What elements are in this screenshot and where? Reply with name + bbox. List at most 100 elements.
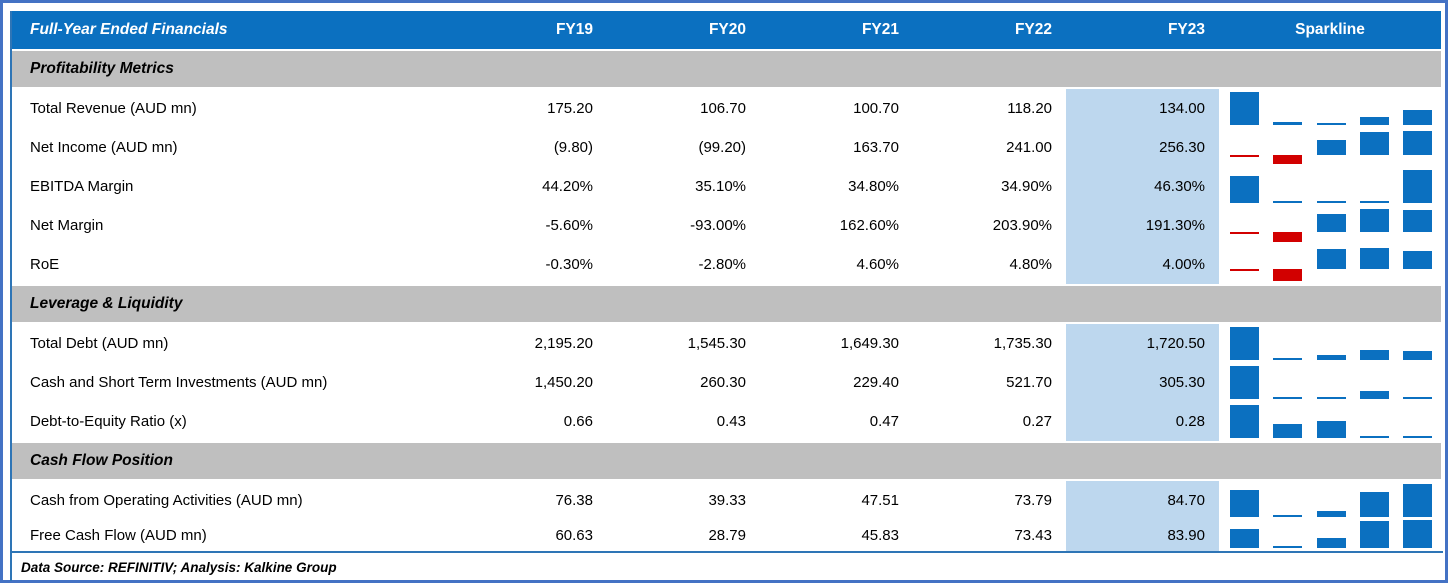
sparkline-bar-positive bbox=[1403, 251, 1432, 269]
value-cell-fy21: 45.83 bbox=[861, 527, 899, 544]
value-cell-fy22: 4.80% bbox=[1009, 256, 1052, 273]
value-cell-fy19: -0.30% bbox=[545, 256, 593, 273]
sparkline-bar-positive bbox=[1359, 132, 1389, 155]
table-row: Free Cash Flow (AUD mn) 60.63 28.79 45.83 73… bbox=[12, 520, 1441, 551]
row-label: Total Revenue (AUD mn) bbox=[30, 100, 197, 117]
sparkline-bar-positive bbox=[1359, 117, 1389, 125]
financials-table: Full-Year Ended Financials FY19 FY20 FY2… bbox=[10, 11, 1443, 581]
table-row: Cash and Short Term Investments (AUD mn)… bbox=[12, 363, 1441, 402]
value-cell-fy21: 100.70 bbox=[853, 100, 899, 117]
sparkline-bar-positive bbox=[1359, 391, 1389, 399]
sparkline-bar-positive bbox=[1316, 200, 1346, 203]
sparkline-bar-positive bbox=[1359, 521, 1389, 548]
sparkline-bar-negative bbox=[1230, 231, 1259, 234]
sparkline-bar-negative bbox=[1273, 231, 1303, 242]
table-row: Total Debt (AUD mn) 2,195.20 1,545.30 1,649… bbox=[12, 324, 1441, 363]
footer-divider-rule bbox=[12, 551, 1443, 553]
sparkline-bar-positive bbox=[1359, 200, 1389, 203]
value-cell-fy23: 191.30% bbox=[1066, 206, 1219, 245]
table-row: RoE -0.30% -2.80% 4.60% 4.80% 4.00% bbox=[12, 245, 1441, 284]
row-label: Debt-to-Equity Ratio (x) bbox=[30, 413, 187, 430]
sparkline-bar-positive bbox=[1359, 209, 1389, 232]
value-cell-fy23: 1,720.50 bbox=[1066, 324, 1219, 363]
sparkline-bar-positive bbox=[1359, 350, 1389, 360]
value-cell-fy19: 2,195.20 bbox=[534, 335, 593, 352]
sparkline-bar-negative bbox=[1230, 268, 1259, 271]
value-cell-fy22: 73.79 bbox=[1014, 492, 1052, 509]
table-row: Net Income (AUD mn) (9.80) (99.20) 163.70 24… bbox=[12, 128, 1441, 167]
table-row: Net Margin -5.60% -93.00% 162.60% 203.90% 191… bbox=[12, 206, 1441, 245]
value-cell-fy23: 83.90 bbox=[1066, 520, 1219, 551]
value-cell-fy21: 34.80% bbox=[848, 178, 899, 195]
sparkline-bar-positive bbox=[1273, 545, 1303, 548]
value-cell-fy20: 260.30 bbox=[700, 374, 746, 391]
value-cell-fy21: 0.47 bbox=[869, 413, 899, 430]
sparkline-bar-positive bbox=[1403, 396, 1432, 399]
sparkline-bar-positive bbox=[1359, 435, 1389, 438]
sparkline-cell bbox=[1219, 245, 1441, 284]
sparkline-bar-negative bbox=[1230, 154, 1259, 157]
value-cell-fy20: 28.79 bbox=[708, 527, 746, 544]
table-title: Full-Year Ended Financials bbox=[30, 21, 228, 38]
sparkline-bar-positive bbox=[1316, 213, 1346, 232]
column-header-fy22: FY22 bbox=[1014, 21, 1052, 38]
section-row: Profitability Metrics bbox=[12, 49, 1441, 89]
value-cell-fy20: 39.33 bbox=[708, 492, 746, 509]
sparkline-bar-positive bbox=[1230, 92, 1259, 125]
sparkline-cell bbox=[1219, 206, 1441, 245]
value-cell-fy20: (99.20) bbox=[698, 139, 746, 156]
section-row: Leverage & Liquidity bbox=[12, 284, 1441, 324]
sparkline-cell bbox=[1219, 167, 1441, 206]
column-header-fy21: FY21 bbox=[861, 21, 899, 38]
value-cell-fy19: 60.63 bbox=[555, 527, 593, 544]
row-label: Free Cash Flow (AUD mn) bbox=[30, 527, 207, 544]
sparkline-bar-positive bbox=[1316, 122, 1346, 125]
value-cell-fy21: 1,649.30 bbox=[840, 335, 899, 352]
table-row: Total Revenue (AUD mn) 175.20 106.70 100.70… bbox=[12, 89, 1441, 128]
sparkline-chart bbox=[1230, 520, 1432, 548]
sparkline-chart bbox=[1230, 170, 1432, 203]
sparkline-chart bbox=[1230, 484, 1432, 517]
sparkline-chart bbox=[1230, 248, 1432, 281]
value-cell-fy22: 203.90% bbox=[992, 217, 1052, 234]
value-cell-fy19: 1,450.20 bbox=[534, 374, 593, 391]
value-cell-fy19: 44.20% bbox=[542, 178, 593, 195]
value-cell-fy19: 0.66 bbox=[563, 413, 593, 430]
sparkline-cell bbox=[1219, 128, 1441, 167]
column-header-sparkline: Sparkline bbox=[1295, 21, 1365, 38]
sparkline-bar-positive bbox=[1403, 435, 1432, 438]
value-cell-fy23: 0.28 bbox=[1066, 402, 1219, 441]
sparkline-bar-positive bbox=[1403, 351, 1432, 360]
sparkline-bar-positive bbox=[1403, 520, 1432, 548]
sparkline-bar-positive bbox=[1230, 405, 1259, 438]
sparkline-bar-positive bbox=[1230, 176, 1259, 203]
data-source-note: Data Source: REFINITIV; Analysis: Kalkin… bbox=[21, 559, 337, 575]
sparkline-bar-positive bbox=[1316, 139, 1346, 155]
table-body: Profitability Metrics Total Revenue (AUD … bbox=[12, 49, 1441, 551]
value-cell-fy20: -2.80% bbox=[698, 256, 746, 273]
sparkline-bar-positive bbox=[1316, 421, 1346, 438]
table-row: Debt-to-Equity Ratio (x) 0.66 0.43 0.47 0.27… bbox=[12, 402, 1441, 441]
sparkline-bar-positive bbox=[1273, 357, 1303, 360]
sparkline-chart bbox=[1230, 327, 1432, 360]
sparkline-bar-positive bbox=[1273, 200, 1303, 203]
sparkline-bar-positive bbox=[1273, 122, 1303, 125]
sparkline-chart bbox=[1230, 131, 1432, 164]
sparkline-bar-positive bbox=[1273, 424, 1303, 438]
sparkline-cell bbox=[1219, 520, 1441, 551]
sparkline-bar-positive bbox=[1359, 248, 1389, 269]
section-label: Cash Flow Position bbox=[30, 452, 173, 469]
sparkline-cell bbox=[1219, 481, 1441, 520]
sparkline-cell bbox=[1219, 363, 1441, 402]
section-label: Profitability Metrics bbox=[30, 60, 174, 77]
value-cell-fy21: 47.51 bbox=[861, 492, 899, 509]
sparkline-bar-positive bbox=[1316, 248, 1346, 269]
value-cell-fy23: 4.00% bbox=[1066, 245, 1219, 284]
column-header-fy19: FY19 bbox=[555, 21, 593, 38]
value-cell-fy23: 84.70 bbox=[1066, 481, 1219, 520]
sparkline-bar-negative bbox=[1273, 268, 1303, 281]
sparkline-bar-positive bbox=[1403, 210, 1432, 232]
table-row: EBITDA Margin 44.20% 35.10% 34.80% 34.90% 46.… bbox=[12, 167, 1441, 206]
sparkline-chart bbox=[1230, 405, 1432, 438]
sparkline-bar-positive bbox=[1230, 366, 1259, 399]
